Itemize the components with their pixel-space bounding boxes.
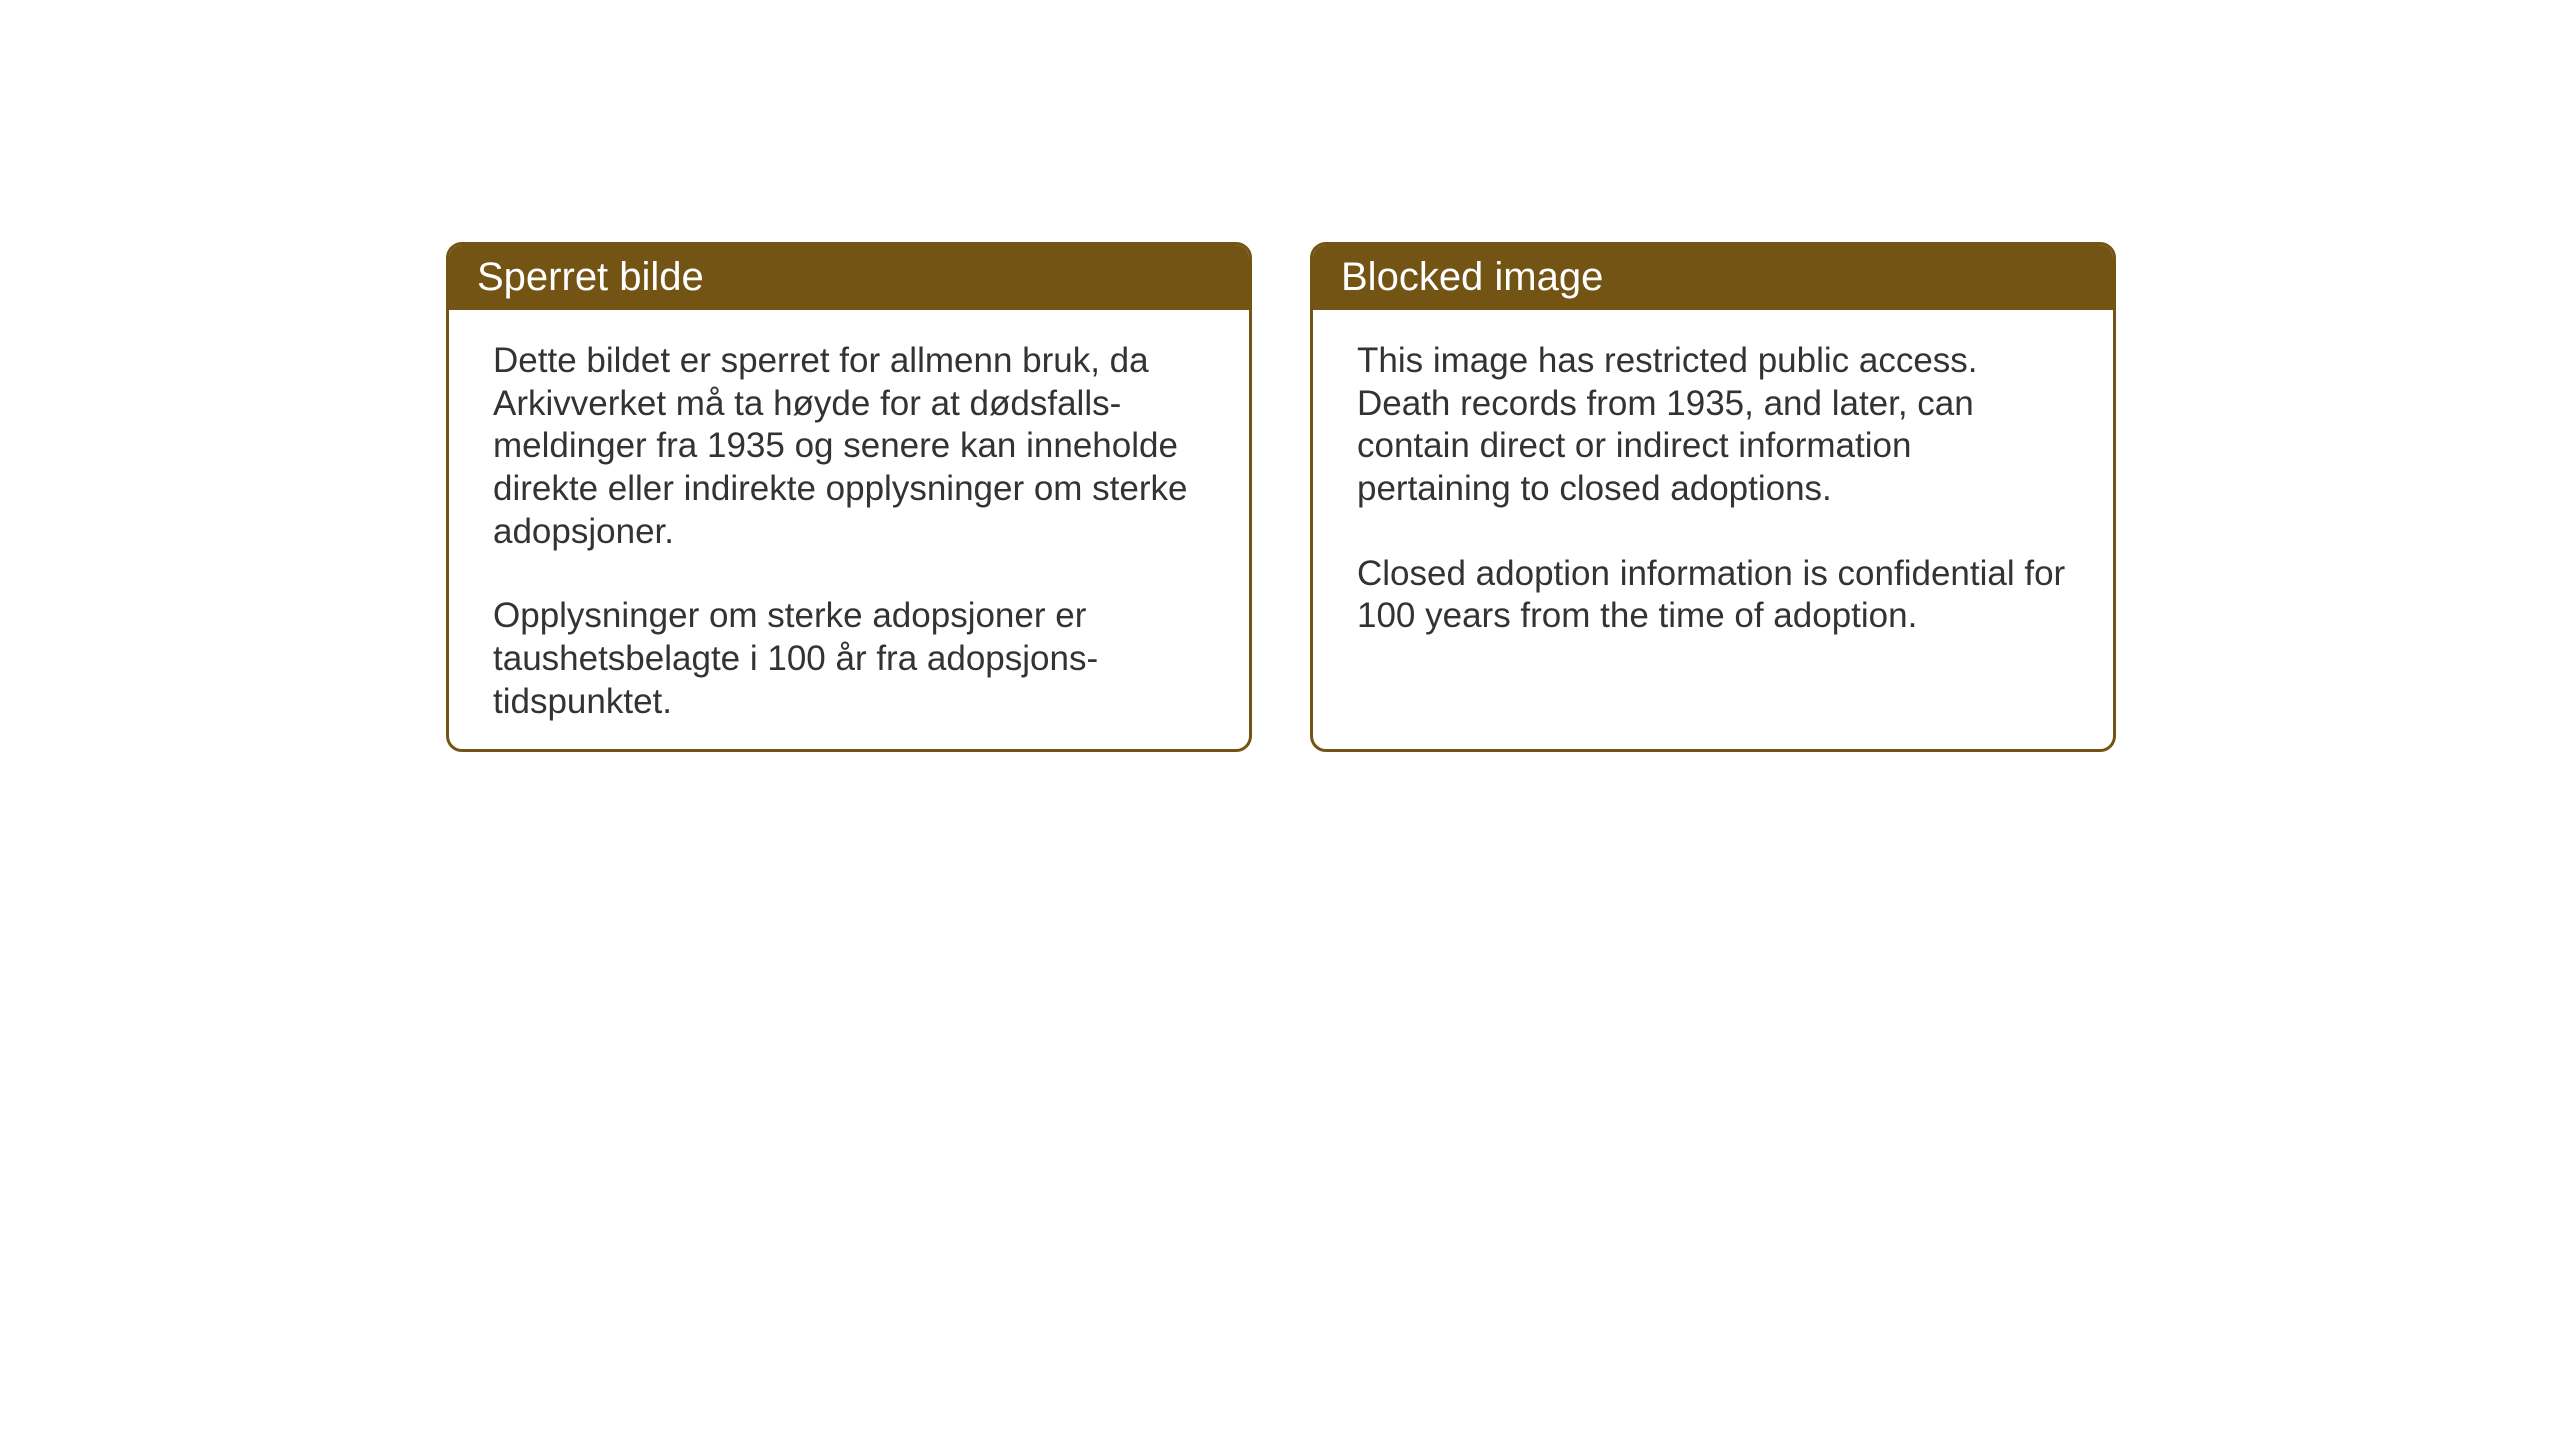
card-body-norwegian: Dette bildet er sperret for allmenn bruk… xyxy=(449,310,1249,752)
card-body-english: This image has restricted public access.… xyxy=(1313,310,2113,668)
card-title-english: Blocked image xyxy=(1341,255,1603,299)
card-paragraph1-english: This image has restricted public access.… xyxy=(1357,340,2069,511)
card-norwegian: Sperret bilde Dette bildet er sperret fo… xyxy=(446,242,1252,752)
card-paragraph2-english: Closed adoption information is confident… xyxy=(1357,553,2069,638)
card-paragraph2-norwegian: Opplysninger om sterke adopsjoner er tau… xyxy=(493,595,1205,723)
card-header-norwegian: Sperret bilde xyxy=(449,245,1249,310)
card-header-english: Blocked image xyxy=(1313,245,2113,310)
cards-container: Sperret bilde Dette bildet er sperret fo… xyxy=(446,242,2116,752)
card-paragraph1-norwegian: Dette bildet er sperret for allmenn bruk… xyxy=(493,340,1205,553)
card-title-norwegian: Sperret bilde xyxy=(477,255,704,299)
card-english: Blocked image This image has restricted … xyxy=(1310,242,2116,752)
